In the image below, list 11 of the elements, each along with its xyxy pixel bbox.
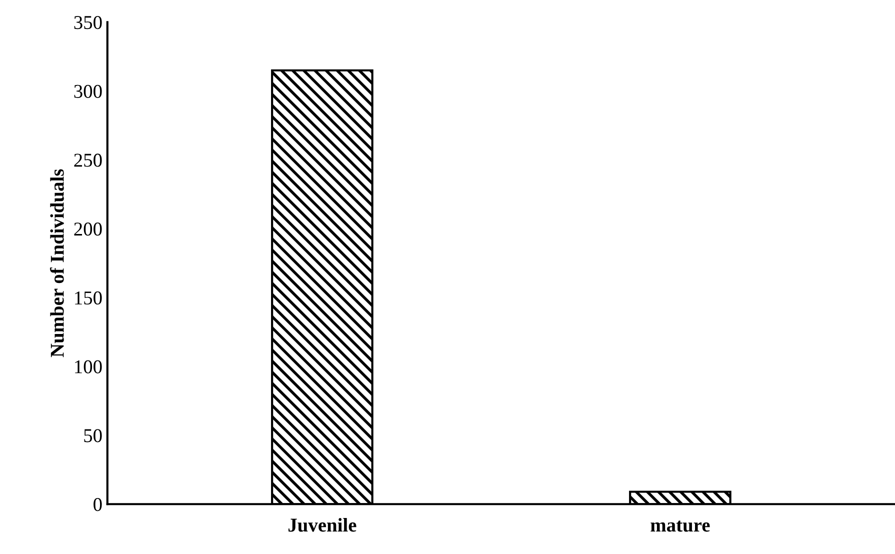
y-tick-label: 350 bbox=[74, 16, 102, 30]
y-axis-title: Number of Individuals bbox=[50, 169, 64, 358]
y-tick-label: 300 bbox=[74, 84, 102, 98]
y-tick-label: 250 bbox=[74, 154, 102, 167]
y-tick-label: 150 bbox=[75, 291, 102, 305]
y-tick-label: 200 bbox=[74, 222, 102, 236]
y-tick-label: 0 bbox=[94, 498, 102, 512]
x-tick-label: Juvenile bbox=[288, 518, 356, 532]
y-tick-label: 100 bbox=[75, 360, 102, 374]
y-tick-label: 50 bbox=[84, 429, 102, 442]
x-tick-label: mature bbox=[650, 520, 710, 532]
